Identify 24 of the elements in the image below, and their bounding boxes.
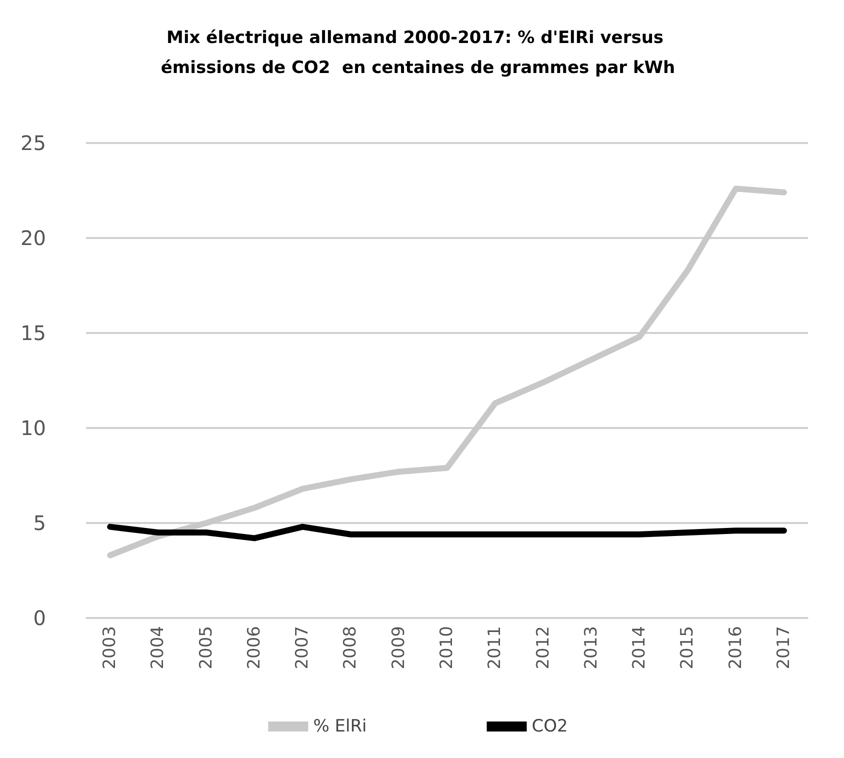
x-tick-label: 2004: [148, 626, 168, 670]
x-tick-label: 2015: [678, 626, 698, 670]
x-tick-label: 2013: [581, 626, 602, 670]
x-tick-label: 2016: [726, 626, 746, 670]
x-tick-label: 2003: [100, 626, 120, 670]
x-tick-label: 2017: [774, 626, 794, 670]
x-tick-label: 2006: [244, 626, 264, 670]
legend-label: % ElRi: [313, 716, 367, 736]
x-tick-label: 2005: [196, 626, 216, 670]
x-tick-label: 2009: [388, 626, 409, 670]
x-tick-label: 2007: [292, 626, 313, 670]
y-tick-label: 20: [20, 226, 46, 250]
x-tick-label: 2014: [630, 626, 650, 670]
chart-title: Mix électrique allemand 2000-2017: % d'ElRi versus émissions de CO2 en centaines de grammes par kWh: [160, 28, 676, 78]
x-tick-label: 2012: [533, 626, 554, 670]
x-tick-label: 2010: [437, 626, 457, 670]
y-tick-label: 0: [33, 606, 46, 630]
y-tick-label: 10: [20, 416, 46, 440]
y-tick-label: 5: [33, 511, 46, 535]
y-tick-label: 25: [20, 131, 46, 155]
x-tick-label: 2008: [340, 626, 361, 670]
y-tick-label: 15: [20, 321, 46, 345]
legend-label: CO2: [532, 716, 568, 736]
x-tick-label: 2011: [485, 626, 506, 670]
